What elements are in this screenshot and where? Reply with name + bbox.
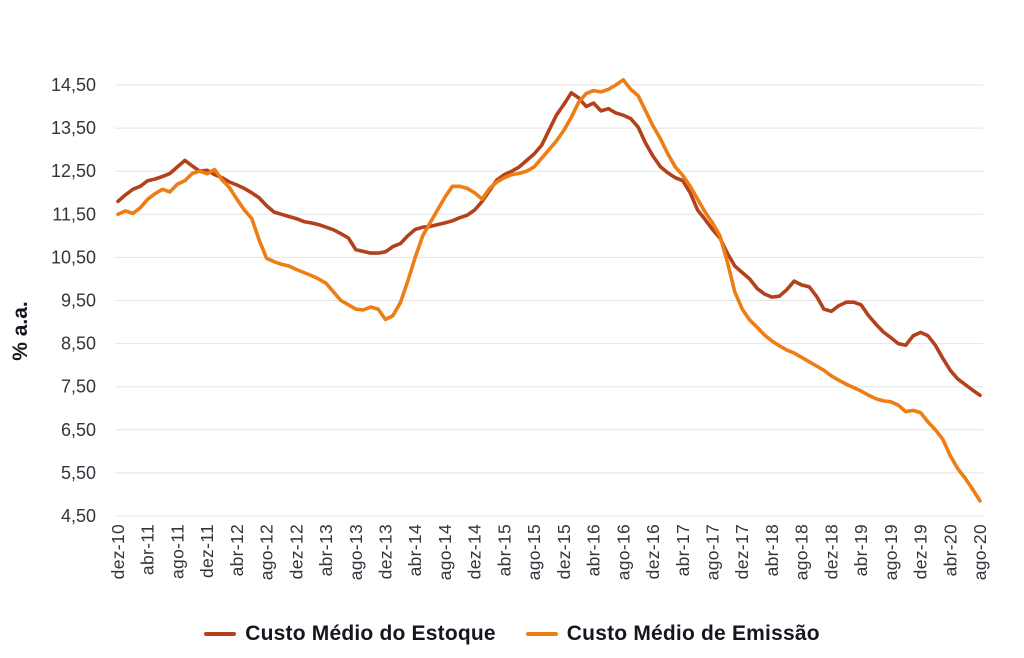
x-tick-label: dez-19 (911, 524, 931, 579)
x-tick-label: dez-16 (643, 524, 663, 579)
emissao-line-swatch-icon (525, 632, 558, 636)
y-axis-title: % a.a. (9, 301, 32, 361)
x-tick-label: abr-14 (405, 524, 425, 576)
x-tick-label: abr-19 (851, 524, 871, 576)
legend-item-emissao: Custo Médio de Emissão (525, 622, 820, 646)
y-tick-label: 10,50 (51, 247, 96, 267)
y-tick-label: 12,50 (51, 161, 96, 181)
x-tick-label: abr-12 (227, 524, 247, 576)
y-tick-label: 5,50 (61, 463, 96, 483)
x-tick-label: ago-16 (613, 524, 633, 580)
x-tick-label: ago-12 (257, 524, 277, 580)
x-tick-label: ago-14 (435, 524, 455, 580)
x-tick-label: abr-18 (762, 524, 782, 576)
x-tick-label: ago-15 (524, 524, 544, 580)
x-tick-label: abr-15 (494, 524, 514, 576)
series-line-emissao (116, 78, 982, 503)
x-tick-label: ago-17 (703, 524, 723, 580)
y-tick-label: 14,50 (51, 75, 96, 95)
y-tick-label: 9,50 (61, 291, 96, 311)
chart-legend: Custo Médio do Estoque Custo Médio de Em… (0, 622, 1024, 646)
x-tick-label: abr-17 (673, 524, 693, 576)
x-tick-label: ago-13 (346, 524, 366, 580)
x-tick-label: abr-16 (584, 524, 604, 576)
y-tick-label: 4,50 (61, 506, 96, 526)
y-tick-label: 11,50 (52, 204, 96, 224)
legend-item-estoque: Custo Médio do Estoque (204, 622, 496, 646)
x-tick-label: dez-15 (554, 524, 574, 579)
series-line-estoque (116, 91, 982, 398)
legend-label-estoque: Custo Médio do Estoque (245, 622, 496, 645)
estoque-line-swatch-icon (204, 632, 237, 636)
x-tick-label: dez-11 (197, 524, 217, 578)
y-tick-label: 7,50 (61, 377, 96, 397)
x-tick-label: ago-18 (792, 524, 812, 580)
x-tick-label: ago-20 (970, 524, 990, 580)
x-tick-label: dez-13 (376, 524, 396, 579)
x-tick-label: ago-19 (881, 524, 901, 580)
x-tick-label: ago-11 (167, 524, 187, 579)
x-tick-label: dez-10 (108, 524, 128, 579)
x-tick-label: dez-14 (465, 524, 485, 579)
y-tick-label: 13,50 (51, 118, 96, 138)
y-tick-label: 6,50 (61, 420, 96, 440)
x-tick-label: abr-20 (940, 524, 960, 576)
line-chart: 14,50 13,50 12,50 11,50 10,50 9,50 8,50 7,50 6,5… (51, 75, 990, 580)
x-tick-label: dez-18 (821, 524, 841, 579)
x-tick-label: abr-11 (138, 524, 158, 575)
legend-label-emissao: Custo Médio de Emissão (566, 622, 820, 645)
x-tick-label: dez-12 (286, 524, 306, 579)
y-tick-label: 8,50 (61, 334, 96, 354)
x-tick-label: dez-17 (732, 524, 752, 579)
x-tick-label: abr-13 (316, 524, 336, 576)
